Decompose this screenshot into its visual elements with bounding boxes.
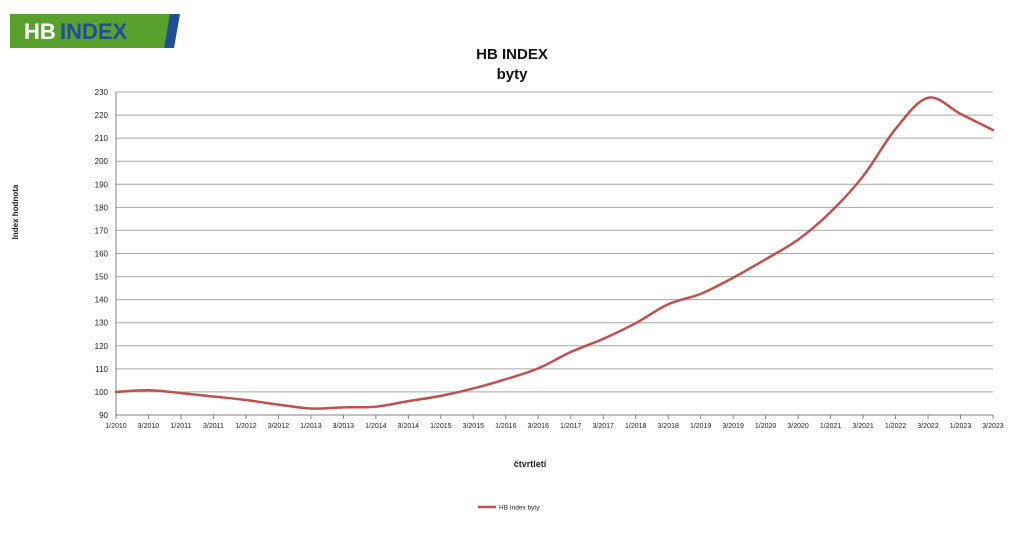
x-tick-label: 3/2019 (722, 423, 744, 430)
data-point (375, 405, 377, 407)
y-tick-label: 160 (95, 250, 109, 259)
data-point (180, 392, 182, 394)
x-tick-label: 3/2020 (787, 423, 809, 430)
x-tick-label: 3/2016 (528, 423, 550, 430)
logo-green-band (10, 14, 178, 48)
x-tick-label: 1/2010 (105, 423, 127, 430)
x-tick-label: 1/2017 (560, 423, 582, 430)
x-tick-label: 3/2015 (463, 423, 485, 430)
data-point (959, 113, 961, 115)
data-point (342, 406, 344, 408)
y-tick-label: 110 (95, 365, 108, 374)
y-tick-label: 170 (95, 226, 109, 235)
y-tick-label: 180 (95, 203, 109, 212)
y-tick-label: 220 (95, 111, 109, 120)
data-point (115, 391, 117, 393)
x-tick-label: 1/2014 (365, 423, 387, 430)
data-point (472, 387, 474, 389)
x-tick-label: 3/2010 (138, 423, 160, 430)
data-point (699, 293, 701, 295)
y-tick-label: 190 (95, 180, 109, 189)
legend-label: HB Index byty (499, 505, 540, 512)
data-point (862, 175, 864, 177)
data-point (667, 303, 669, 305)
chart-subtitle: byty (496, 66, 528, 83)
data-point (147, 389, 149, 391)
y-tick-label: 100 (95, 388, 109, 397)
x-tick-label: 3/2014 (398, 423, 420, 430)
x-tick-label: 3/2021 (852, 423, 874, 430)
x-tick-label: 1/2013 (300, 423, 322, 430)
data-point (732, 277, 734, 279)
x-tick-label: 1/2020 (755, 423, 777, 430)
data-point (212, 395, 214, 397)
y-axis-title: Index hodnota (11, 184, 20, 239)
y-tick-label: 150 (95, 273, 109, 282)
data-point (407, 400, 409, 402)
x-tick-label: 1/2012 (235, 423, 257, 430)
data-point (277, 403, 279, 405)
y-tick-label: 200 (95, 157, 109, 166)
data-point (635, 322, 637, 324)
x-tick-label: 1/2019 (690, 423, 712, 430)
x-tick-label: 1/2021 (820, 423, 842, 430)
x-tick-label: 1/2015 (430, 423, 452, 430)
logo-text-index: INDEX (60, 19, 128, 44)
data-point (829, 211, 831, 213)
x-tick-label: 1/2018 (625, 423, 647, 430)
y-tick-label: 140 (95, 296, 109, 305)
logo-graphic: HB INDEX (10, 14, 180, 48)
x-tick-label: 1/2011 (171, 423, 192, 430)
data-point (894, 128, 896, 130)
data-point (245, 399, 247, 401)
data-point (602, 338, 604, 340)
data-point (505, 378, 507, 380)
logo-text-hb: HB (24, 19, 56, 44)
x-tick-label: 3/2023 (982, 423, 1004, 430)
x-tick-label: 3/2018 (657, 423, 679, 430)
x-tick-label: 3/2013 (333, 423, 355, 430)
x-tick-label: 1/2023 (950, 423, 972, 430)
data-point (310, 407, 312, 409)
x-tick-label: 3/2012 (268, 423, 290, 430)
y-tick-label: 130 (95, 319, 109, 328)
x-tick-label: 3/2011 (203, 423, 224, 430)
y-tick-label: 230 (95, 88, 109, 97)
data-point (764, 258, 766, 260)
x-axis-title: čtvrtletí (514, 459, 547, 469)
logo-blue-stripe (164, 14, 180, 48)
x-tick-label: 1/2022 (885, 423, 907, 430)
y-tick-label: 210 (95, 134, 109, 143)
data-point (537, 367, 539, 369)
data-point (797, 238, 799, 240)
hb-index-logo: HB INDEX (10, 14, 180, 48)
data-point (570, 351, 572, 353)
y-tick-label: 120 (95, 342, 109, 351)
x-tick-label: 3/2022 (917, 423, 939, 430)
chart-title: HB INDEX (476, 46, 548, 63)
data-point (927, 97, 929, 99)
series-line (114, 96, 995, 410)
x-tick-label: 1/2016 (495, 423, 517, 430)
x-tick-label: 3/2017 (593, 423, 615, 430)
data-point (440, 395, 442, 397)
y-tick-label: 90 (99, 411, 108, 420)
data-point (992, 129, 994, 131)
